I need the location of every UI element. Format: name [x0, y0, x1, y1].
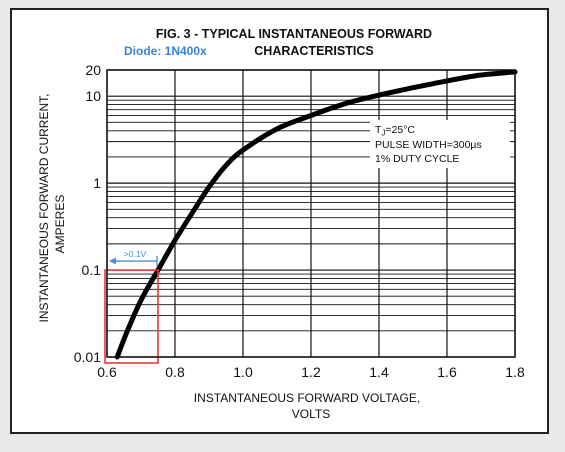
chart-title-line2: CHARACTERISTICS	[254, 44, 373, 58]
x-tick-label: 0.6	[97, 364, 117, 380]
condition-duty-cycle: 1% DUTY CYCLE	[375, 153, 459, 165]
x-tick-label: 1.0	[233, 364, 253, 380]
annotation-layer: >0.1V	[104, 249, 159, 364]
x-tick-label: 1.6	[437, 364, 457, 380]
figure-frame: >0.1V 0.6 0.8 1.0 1.2 1.4 1.6 1.8 0.01 0.1 1 10 20 …	[10, 8, 549, 434]
chart: >0.1V 0.6 0.8 1.0 1.2 1.4 1.6 1.80.010.111020 …	[37, 27, 525, 421]
x-tick-label: 1.8	[505, 364, 525, 380]
diode-annotation: Diode: 1N400x	[124, 44, 207, 58]
x-tick-label: 1.4	[369, 364, 389, 380]
plot-area-border	[106, 69, 516, 358]
y-tick-label: 0.1	[82, 262, 102, 278]
y-tick-label: 10	[85, 88, 101, 104]
voltage-arrow-head	[109, 257, 116, 265]
tick-labels: 0.6 0.8 1.0 1.2 1.4 1.6 1.8 0.01 0.1 1 10 20	[74, 62, 525, 380]
forward-characteristic-curve	[114, 69, 518, 360]
y-tick-label: 1	[93, 175, 101, 191]
test-conditions: TJ=25°C PULSE WIDTH=300µs 1% DUTY CYCLE	[370, 120, 510, 168]
x-axis-label-line2: VOLTS	[292, 407, 330, 421]
condition-pulse-width: PULSE WIDTH=300µs	[375, 139, 482, 151]
x-tick-label: 1.2	[301, 364, 321, 380]
y-tick-label: 0.01	[74, 349, 101, 365]
voltage-marker-label: >0.1V	[124, 249, 147, 259]
condition-tj: TJ=25°C	[375, 124, 415, 138]
chart-title-line1: FIG. 3 - TYPICAL INSTANTANEOUS FORWARD	[156, 27, 432, 41]
y-axis-label-line1: INSTANTANEOUS FORWARD CURRENT,	[37, 94, 51, 323]
y-tick-label: 20	[85, 62, 101, 78]
series-layer	[114, 69, 518, 360]
x-tick-label: 0.8	[165, 364, 185, 380]
y-axis-label-line2: AMPERES	[53, 195, 67, 254]
x-axis-label-line1: INSTANTANEOUS FORWARD VOLTAGE,	[194, 391, 420, 405]
highlight-box	[104, 269, 159, 364]
